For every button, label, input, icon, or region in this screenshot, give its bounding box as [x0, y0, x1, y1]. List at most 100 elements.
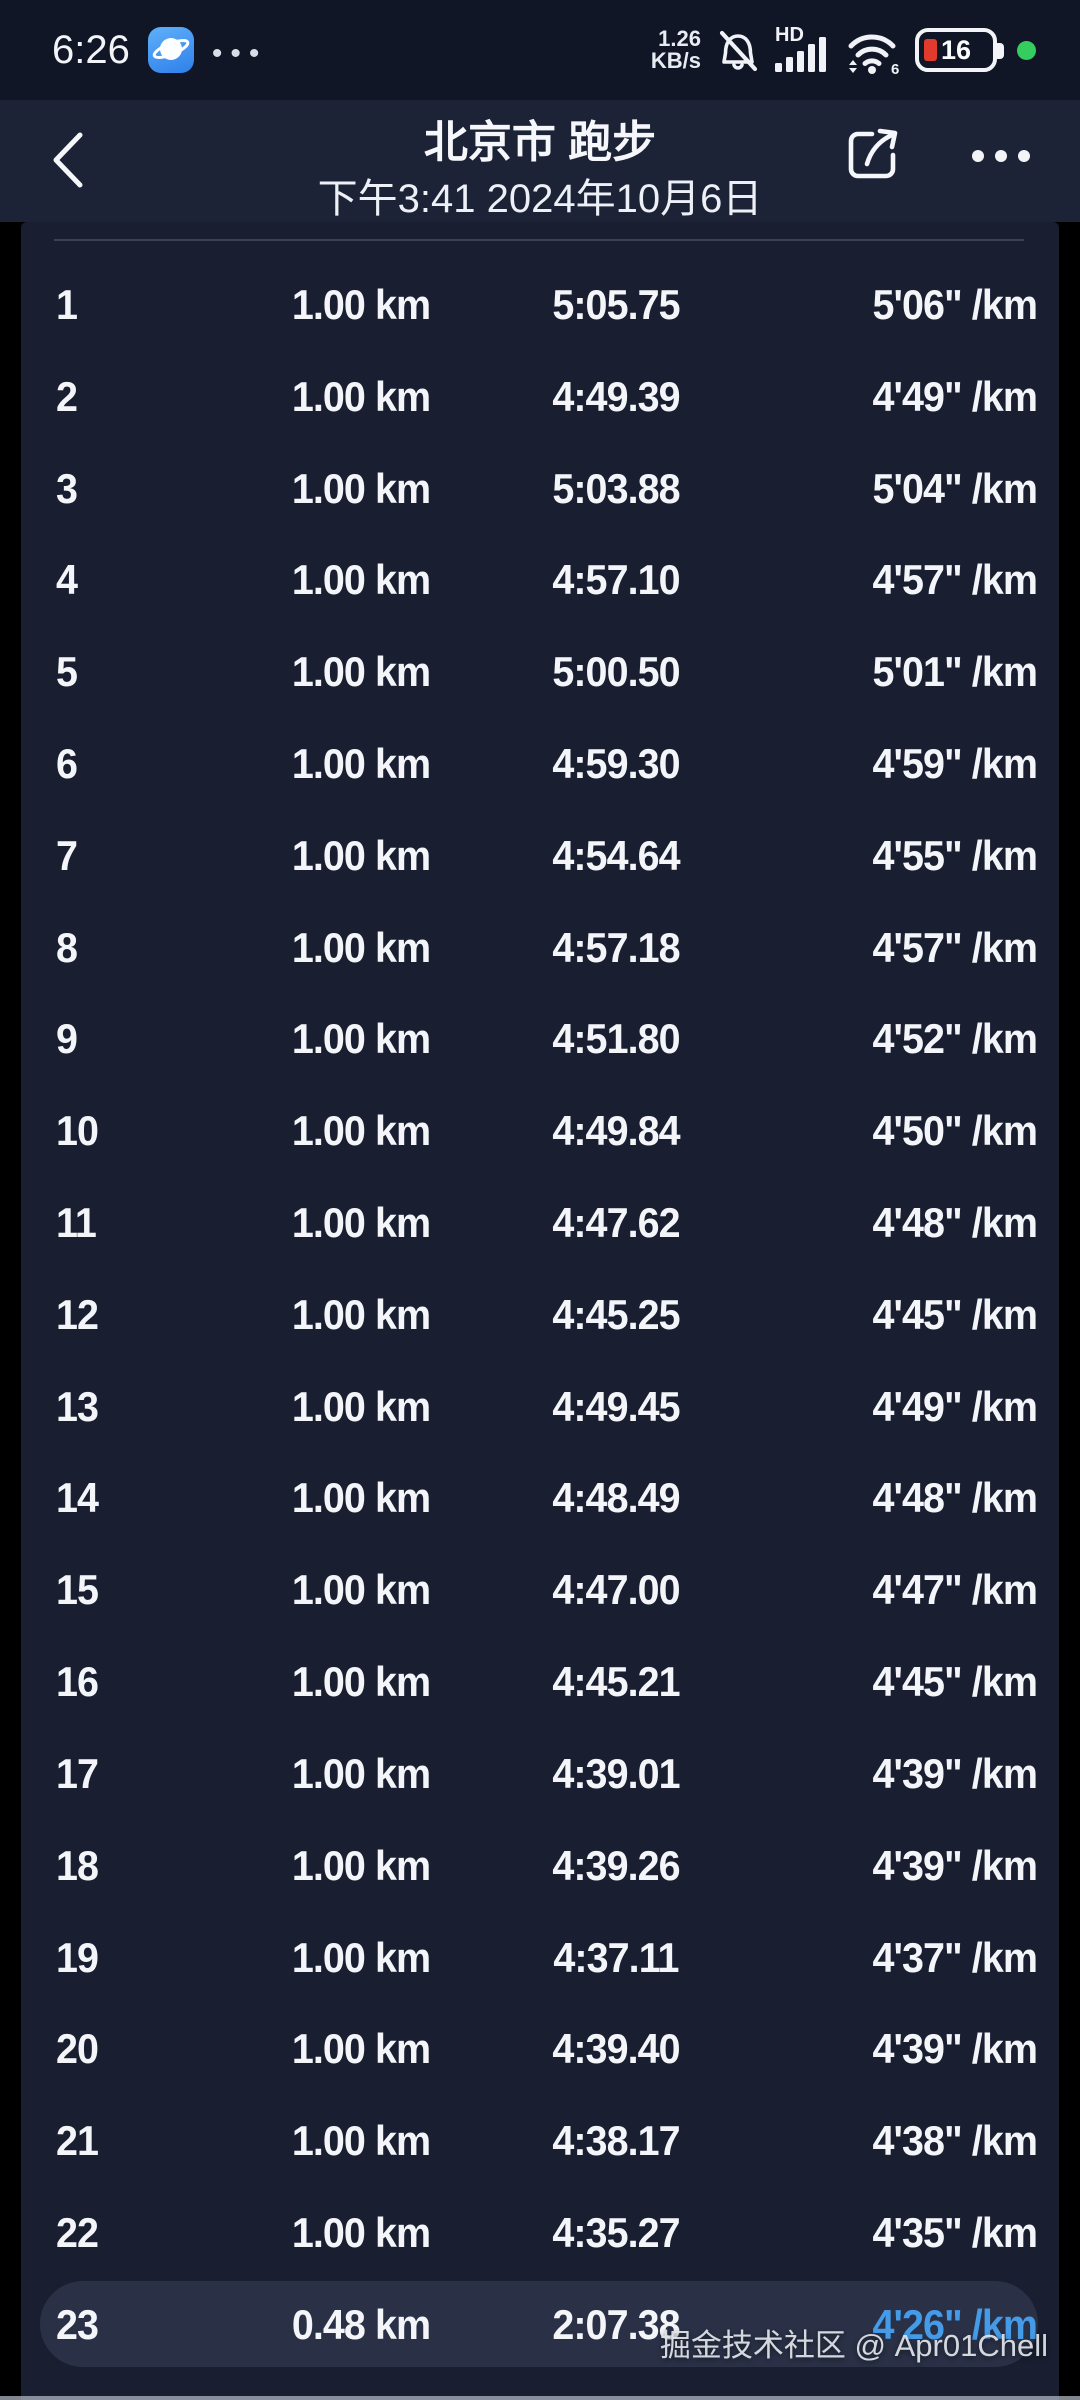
split-distance: 0.48 km — [291, 2300, 431, 2348]
split-distance: 1.00 km — [291, 1933, 431, 1981]
split-row: 16 1.00 km 4:45.21 4'45" /km — [21, 1636, 1059, 1728]
split-distance: 1.00 km — [291, 372, 431, 420]
split-row: 14 1.00 km 4:48.49 4'48" /km — [21, 1453, 1059, 1545]
split-distance: 1.00 km — [291, 1566, 431, 1614]
split-rank: 11 — [56, 1199, 97, 1247]
split-row: 7 1.00 km 4:54.64 4'55" /km — [21, 810, 1059, 902]
hd-label: HD — [775, 24, 804, 46]
split-distance: 1.00 km — [291, 1658, 431, 1706]
split-time: 4:39.26 — [552, 1841, 680, 1889]
wifi-6-label: 6 — [891, 61, 899, 75]
split-rank: 15 — [56, 1566, 99, 1614]
split-pace: 4'59" /km — [872, 739, 1037, 787]
split-row: 3 1.00 km 5:03.88 5'04" /km — [21, 443, 1059, 535]
split-rank: 8 — [56, 923, 78, 971]
split-pace: 4'38" /km — [872, 2117, 1037, 2165]
split-distance: 1.00 km — [291, 1290, 431, 1338]
ellipsis-icon — [972, 150, 984, 162]
split-pace: 4'47" /km — [872, 1566, 1037, 1614]
split-pace: 4'49" /km — [872, 372, 1037, 420]
split-row: 6 1.00 km 4:59.30 4'59" /km — [21, 718, 1059, 810]
split-pace: 4'45" /km — [872, 1290, 1037, 1338]
split-rank: 4 — [56, 556, 78, 604]
split-rank: 6 — [56, 739, 78, 787]
watermark: 掘金技术社区 @ Apr01Chell — [659, 2328, 1048, 2363]
battery-level: 16 — [940, 34, 972, 65]
split-distance: 1.00 km — [291, 464, 431, 512]
split-distance: 1.00 km — [291, 1474, 431, 1522]
splits-card: 1 1.00 km 5:05.75 5'06" /km 2 1.00 km 4:… — [21, 222, 1059, 2400]
split-time: 2:07.38 — [552, 2300, 680, 2348]
split-rank: 13 — [56, 1382, 99, 1430]
split-row: 8 1.00 km 4:57.18 4'57" /km — [21, 902, 1059, 994]
split-pace: 4'26" /km — [872, 2300, 1037, 2348]
split-pace: 4'48" /km — [872, 1474, 1037, 1522]
split-rank: 3 — [56, 464, 78, 512]
split-rank: 17 — [56, 1749, 99, 1797]
bell-slash-icon — [715, 27, 761, 73]
share-button[interactable] — [842, 122, 906, 186]
more-button[interactable] — [972, 136, 1042, 176]
split-distance: 1.00 km — [291, 556, 431, 604]
split-time: 4:47.00 — [552, 1566, 680, 1614]
split-pace: 4'57" /km — [872, 556, 1037, 604]
split-rank: 12 — [56, 1290, 99, 1338]
split-rank: 14 — [56, 1474, 99, 1522]
split-rank: 16 — [56, 1658, 99, 1706]
split-time: 4:57.10 — [552, 556, 680, 604]
split-distance: 1.00 km — [291, 1107, 431, 1155]
split-distance: 1.00 km — [291, 2025, 431, 2073]
split-distance: 1.00 km — [291, 280, 431, 328]
network-speed: 1.26 KB/s — [651, 28, 701, 72]
split-time: 4:54.64 — [552, 831, 680, 879]
notification-overflow-dots-icon: ••• — [211, 37, 268, 70]
split-row: 21 1.00 km 4:38.17 4'38" /km — [21, 2095, 1059, 2187]
split-row: 20 1.00 km 4:39.40 4'39" /km — [21, 2003, 1059, 2095]
network-speed-value: 1.26 — [658, 26, 701, 51]
split-row: 2 1.00 km 4:49.39 4'49" /km — [21, 351, 1059, 443]
wifi-icon: 6 — [845, 27, 901, 75]
split-time: 4:47.62 — [552, 1199, 680, 1247]
split-distance: 1.00 km — [291, 923, 431, 971]
split-row: 19 1.00 km 4:37.11 4'37" /km — [21, 1912, 1059, 2004]
split-pace: 4'39" /km — [872, 1841, 1037, 1889]
screen-bottom-edge — [0, 2396, 1080, 2400]
split-pace: 4'39" /km — [872, 1749, 1037, 1797]
split-pace: 5'04" /km — [872, 464, 1037, 512]
page-title: 北京市 跑步 — [423, 118, 657, 167]
split-row: 10 1.00 km 4:49.84 4'50" /km — [21, 1085, 1059, 1177]
splits-list[interactable]: 1 1.00 km 5:05.75 5'06" /km 2 1.00 km 4:… — [21, 259, 1059, 2371]
split-distance: 1.00 km — [291, 1841, 431, 1889]
split-pace: 4'52" /km — [872, 1015, 1037, 1063]
split-pace: 4'39" /km — [872, 2025, 1037, 2073]
split-distance: 1.00 km — [291, 1015, 431, 1063]
split-time: 4:49.45 — [552, 1382, 680, 1430]
split-rank: 23 — [56, 2300, 99, 2348]
split-row: 9 1.00 km 4:51.80 4'52" /km — [21, 994, 1059, 1086]
split-time: 5:00.50 — [552, 648, 680, 696]
privacy-indicator-dot — [1017, 40, 1036, 60]
network-speed-unit: KB/s — [650, 48, 701, 73]
split-time: 4:45.25 — [552, 1290, 680, 1338]
split-distance: 1.00 km — [291, 1199, 431, 1247]
split-row: 22 1.00 km 4:35.27 4'35" /km — [21, 2187, 1059, 2279]
split-time: 4:51.80 — [552, 1015, 680, 1063]
split-pace: 5'06" /km — [872, 280, 1037, 328]
split-row: 17 1.00 km 4:39.01 4'39" /km — [21, 1728, 1059, 1820]
split-rank: 9 — [56, 1015, 78, 1063]
split-row: 23 0.48 km 2:07.38 4'26" /km — [21, 2279, 1059, 2371]
split-pace: 4'48" /km — [872, 1199, 1037, 1247]
split-row: 1 1.00 km 5:05.75 5'06" /km — [21, 259, 1059, 351]
split-time: 4:57.18 — [552, 923, 680, 971]
back-button[interactable] — [48, 114, 108, 206]
split-distance: 1.00 km — [291, 648, 431, 696]
split-rank: 1 — [56, 280, 78, 328]
split-rank: 22 — [56, 2208, 99, 2256]
split-rank: 10 — [56, 1107, 99, 1155]
split-time: 4:37.11 — [553, 1933, 679, 1981]
chevron-left-icon — [53, 132, 83, 188]
split-distance: 1.00 km — [291, 1749, 431, 1797]
split-rank: 20 — [56, 2025, 99, 2073]
split-time: 5:03.88 — [552, 464, 680, 512]
status-time: 6:26 — [52, 27, 130, 72]
